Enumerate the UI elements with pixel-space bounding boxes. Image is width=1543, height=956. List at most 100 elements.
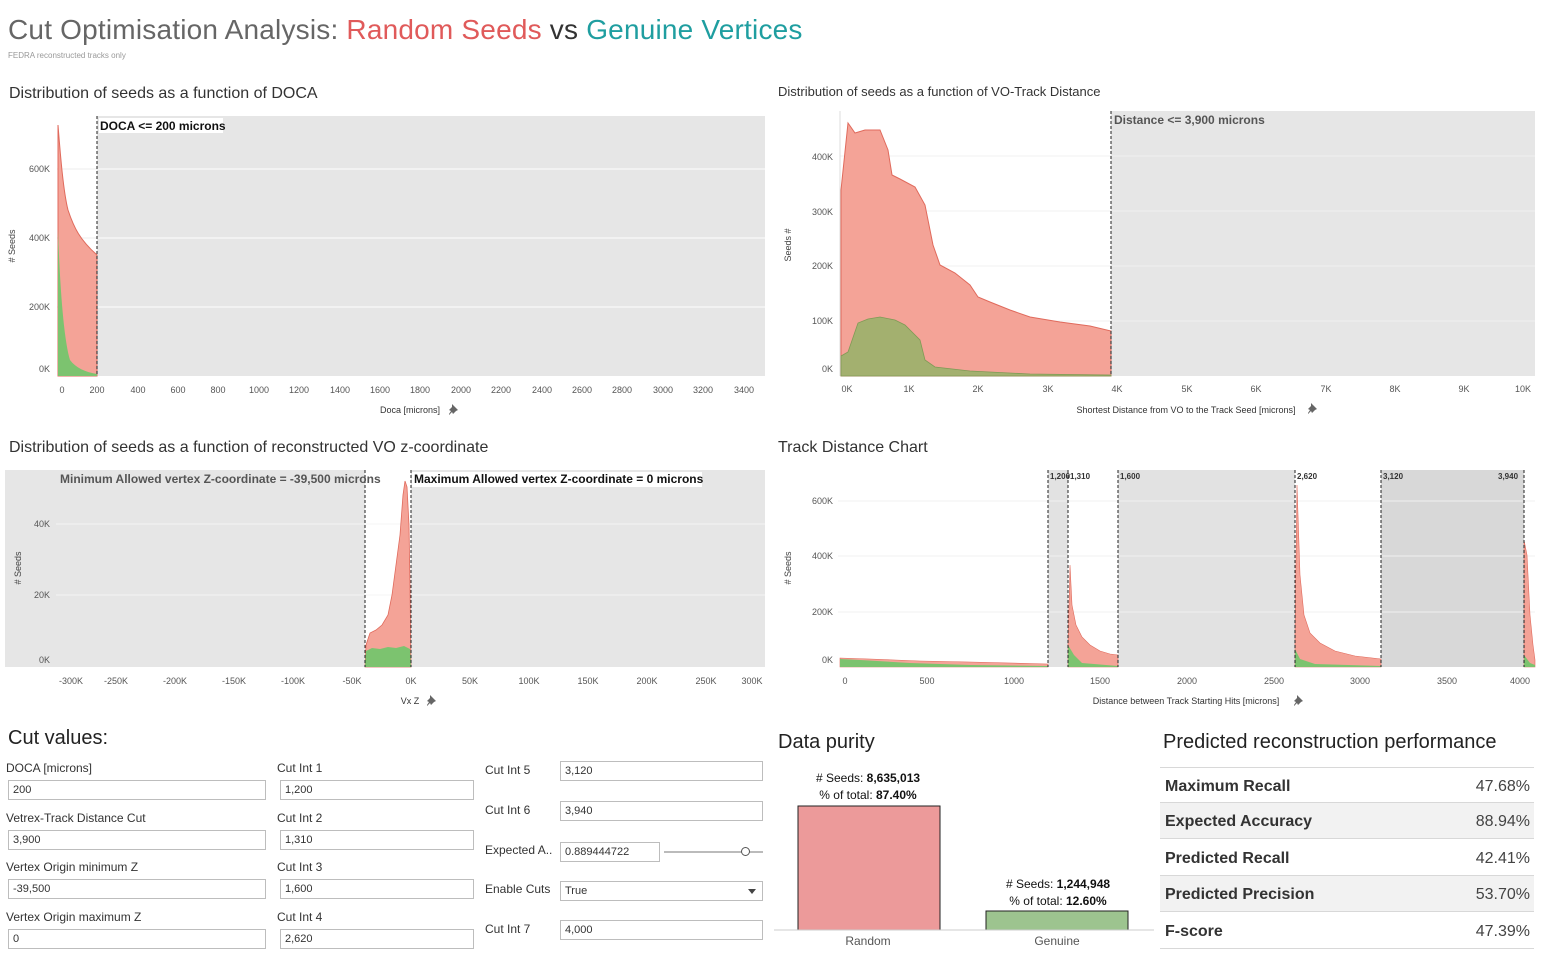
x-tick: -200K <box>163 676 187 686</box>
perf-row-f-score: F-score 47.39% <box>1160 913 1534 949</box>
track-cut-lines <box>1047 470 1525 667</box>
x-tick: 100K <box>518 676 539 686</box>
x-tick: 10K <box>1515 384 1531 394</box>
y-tick: 400K <box>812 551 833 561</box>
excluded-region <box>1111 111 1535 376</box>
distance-x-ticks: 0K 1K 2K 3K 4K 5K 6K 7K 8K 9K 10K <box>841 384 1531 394</box>
cut-int-1-input[interactable]: 1,200 <box>280 780 474 800</box>
x-tick: 2K <box>972 384 983 394</box>
random-seeds-label: # Seeds: 8,635,013 <box>816 771 920 785</box>
y-tick: 20K <box>34 590 50 600</box>
excluded-region <box>1118 470 1295 667</box>
x-tick: 3200 <box>693 385 713 395</box>
doca-input[interactable]: 200 <box>8 780 266 800</box>
x-tick: 3500 <box>1437 676 1457 686</box>
bar-random[interactable] <box>797 805 941 931</box>
x-tick: 1800 <box>410 385 430 395</box>
cut-int-3-input[interactable]: 1,600 <box>280 879 474 899</box>
perf-label: Expected Accuracy <box>1165 813 1313 830</box>
x-tick: 1400 <box>330 385 350 395</box>
vertex-origin-max-input[interactable]: 0 <box>8 929 266 949</box>
random-area <box>364 480 412 668</box>
genuine-area <box>58 230 97 376</box>
cut-int-5-label: Cut Int 5 <box>485 763 531 777</box>
x-tick: 2200 <box>491 385 511 395</box>
y-tick: 40K <box>34 519 50 529</box>
y-tick: 600K <box>812 496 833 506</box>
x-tick: 1200 <box>289 385 309 395</box>
x-tick: 400 <box>130 385 145 395</box>
cut-label: 2,620 <box>1297 472 1318 481</box>
cut-label: 1,600 <box>1120 472 1141 481</box>
x-tick: 150K <box>577 676 598 686</box>
x-tick: 1000 <box>249 385 269 395</box>
random-category-label: Random <box>845 934 890 948</box>
enable-cuts-select[interactable]: True <box>560 881 763 901</box>
x-tick: 1000 <box>1004 676 1024 686</box>
pin-icon[interactable] <box>1294 695 1303 706</box>
data-purity-chart[interactable]: # Seeds: 8,635,013 % of total: 87.40% # … <box>774 764 1154 954</box>
track-x-ticks: 0 500 1000 1500 2000 2500 3000 3500 4000 <box>842 676 1530 686</box>
vtd-field-label: Vetrex-Track Distance Cut <box>6 811 146 825</box>
expected-accuracy-slider-knob[interactable] <box>740 847 750 856</box>
page-subtitle: FEDRA reconstructed tracks only <box>8 51 126 60</box>
vertex-track-distance-input[interactable]: 3,900 <box>8 830 266 850</box>
pin-icon[interactable] <box>427 695 436 706</box>
x-tick: 1600 <box>370 385 390 395</box>
x-tick: 600 <box>170 385 185 395</box>
track-chart-title: Track Distance Chart <box>778 439 928 456</box>
vz-y-ticks: 0K 20K 40K <box>34 519 50 665</box>
x-tick: 500 <box>919 676 934 686</box>
cut-int-7-input[interactable]: 4,000 <box>560 920 763 940</box>
distance-y-ticks: 0K 100K 200K 300K 400K <box>812 152 833 374</box>
x-tick: -50K <box>342 676 361 686</box>
cut-int-4-input[interactable]: 2,620 <box>280 929 474 949</box>
cut-int-4-label: Cut Int 4 <box>277 910 323 924</box>
vz-x-ticks: -300K -250K -200K -150K -100K -50K 0K 50… <box>59 676 763 686</box>
y-tick: 0K <box>39 364 50 374</box>
y-tick: 0K <box>39 655 50 665</box>
pin-icon[interactable] <box>1308 403 1317 414</box>
x-tick: 0 <box>59 385 64 395</box>
cut-int-5-input[interactable]: 3,120 <box>560 761 763 781</box>
x-tick: 8K <box>1389 384 1400 394</box>
x-tick: -250K <box>104 676 128 686</box>
x-tick: 1500 <box>1090 676 1110 686</box>
x-tick: 300K <box>741 676 762 686</box>
doca-y-ticks: 0K 200K 400K 600K <box>29 164 50 374</box>
perf-label: Predicted Precision <box>1165 886 1315 903</box>
doca-chart-title: Distribution of seeds as a function of D… <box>9 85 318 102</box>
cut-int-2-input[interactable]: 1,310 <box>280 830 474 850</box>
x-tick: 3000 <box>1350 676 1370 686</box>
perf-row-maximum-recall: Maximum Recall 47.68% <box>1160 767 1534 803</box>
cut-int-2-label: Cut Int 2 <box>277 811 323 825</box>
x-tick: 3000 <box>653 385 673 395</box>
bar-genuine[interactable] <box>985 910 1129 931</box>
pin-icon[interactable] <box>449 404 458 415</box>
y-tick: 400K <box>812 152 833 162</box>
x-tick: 2000 <box>1177 676 1197 686</box>
doca-chart[interactable]: DOCA <= 200 microns # Seeds 0K 200K 400K… <box>0 110 770 420</box>
vomax-field-label: Vertex Origin maximum Z <box>6 910 142 924</box>
x-tick: 3400 <box>734 385 754 395</box>
track-xlabel: Distance between Track Starting Hits [mi… <box>1093 696 1280 706</box>
expected-accuracy-slider[interactable] <box>664 851 763 853</box>
x-tick: 200K <box>636 676 657 686</box>
genuine-area <box>840 316 1112 377</box>
cut-int-6-input[interactable]: 3,940 <box>560 801 763 821</box>
vz-min-label: Minimum Allowed vertex Z-coordinate = -3… <box>60 472 381 486</box>
cut-int-7-label: Cut Int 7 <box>485 922 531 936</box>
perf-row-expected-accuracy: Expected Accuracy 88.94% <box>1160 803 1534 839</box>
vertex-origin-min-input[interactable]: -39,500 <box>8 879 266 899</box>
distance-ylabel: Seeds # <box>783 228 793 261</box>
y-tick: 300K <box>812 207 833 217</box>
distance-chart[interactable]: Distance <= 3,900 microns Seeds # 0K 100… <box>770 105 1540 420</box>
expected-accuracy-input[interactable]: 0.889444722 <box>560 842 660 862</box>
perf-value: 42.41% <box>1475 850 1530 867</box>
genuine-area <box>1524 655 1535 667</box>
x-tick: 250K <box>695 676 716 686</box>
vz-chart[interactable]: Minimum Allowed vertex Z-coordinate = -3… <box>0 465 770 710</box>
random-pct-label: % of total: 87.40% <box>819 788 917 802</box>
x-tick: 2500 <box>1264 676 1284 686</box>
track-distance-chart[interactable]: 1,200 1,310 1,600 2,620 3,120 3,940 # Se… <box>770 465 1540 710</box>
